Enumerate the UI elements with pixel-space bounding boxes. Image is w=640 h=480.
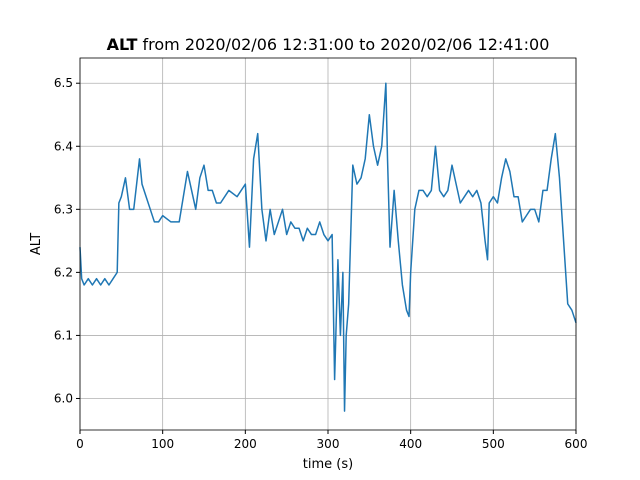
x-tick-label: 300 <box>317 437 340 451</box>
y-tick-label: 6.0 <box>54 391 73 405</box>
data-line <box>79 82 577 412</box>
title-text: from 2020/02/06 12:31:00 to 2020/02/06 1… <box>143 35 550 54</box>
y-tick-label: 6.4 <box>54 139 73 153</box>
y-tick-label: 6.3 <box>54 202 73 216</box>
y-tick-label: 6.1 <box>54 328 73 342</box>
x-axis-label: time (s) <box>303 457 353 472</box>
x-tick-label: 600 <box>565 437 588 451</box>
y-tick-label: 6.2 <box>54 265 73 279</box>
x-tick-label: 200 <box>234 437 257 451</box>
x-tick-label: 500 <box>482 437 505 451</box>
x-tick-label: 100 <box>151 437 174 451</box>
y-tick-label: 6.5 <box>54 76 73 90</box>
x-tick-label: 0 <box>76 437 84 451</box>
y-axis-label: ALT <box>29 233 44 255</box>
x-tick-label: 400 <box>399 437 422 451</box>
plot-frame <box>79 57 577 431</box>
chart-title: ALT from 2020/02/06 12:31:00 to 2020/02/… <box>107 35 550 54</box>
title-bold: ALT <box>107 35 138 54</box>
